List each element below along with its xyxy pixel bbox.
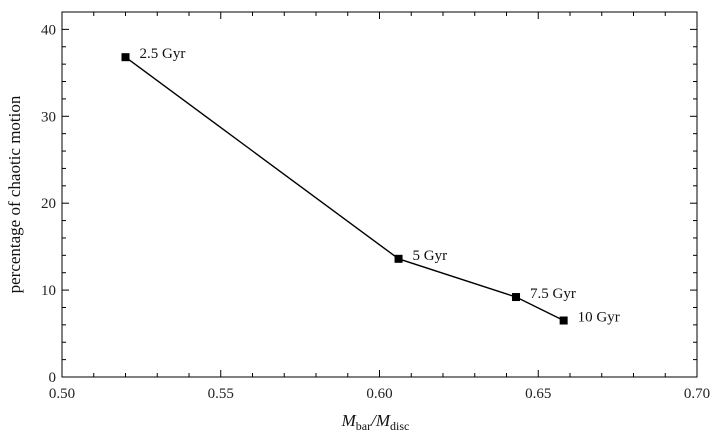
data-series (121, 53, 568, 325)
y-tick-label: 10 (41, 283, 56, 299)
data-point (559, 316, 568, 325)
x-tick-label: 0.55 (208, 386, 234, 402)
y-tick-label: 0 (49, 370, 57, 386)
y-tick-label: 40 (41, 22, 56, 38)
y-tick-label: 30 (41, 109, 56, 125)
data-point (394, 254, 403, 263)
data-point-label: 10 Gyr (578, 310, 620, 326)
x-tick-labels: 0.50 0.55 0.60 0.65 0.70 (49, 386, 710, 402)
plot-frame (61, 11, 698, 378)
series-line (125, 56, 564, 322)
x-tick-label: 0.70 (684, 386, 710, 402)
data-point-label: 2.5 Gyr (140, 46, 186, 62)
data-point (121, 53, 130, 62)
data-point-label: 7.5 Gyr (530, 286, 576, 302)
data-point (512, 293, 521, 302)
y-axis-label: percentage of chaotic motion (5, 95, 24, 293)
axis-ticks (61, 11, 698, 378)
x-tick-label: 0.65 (525, 386, 551, 402)
x-tick-label: 0.50 (49, 386, 75, 402)
data-point-label: 5 Gyr (413, 248, 448, 264)
y-tick-label: 20 (41, 196, 56, 212)
y-tick-labels: 0 10 20 30 40 (41, 22, 56, 386)
x-axis-label: Mbar/Mdisc (341, 411, 410, 433)
x-tick-label: 0.60 (366, 386, 392, 402)
